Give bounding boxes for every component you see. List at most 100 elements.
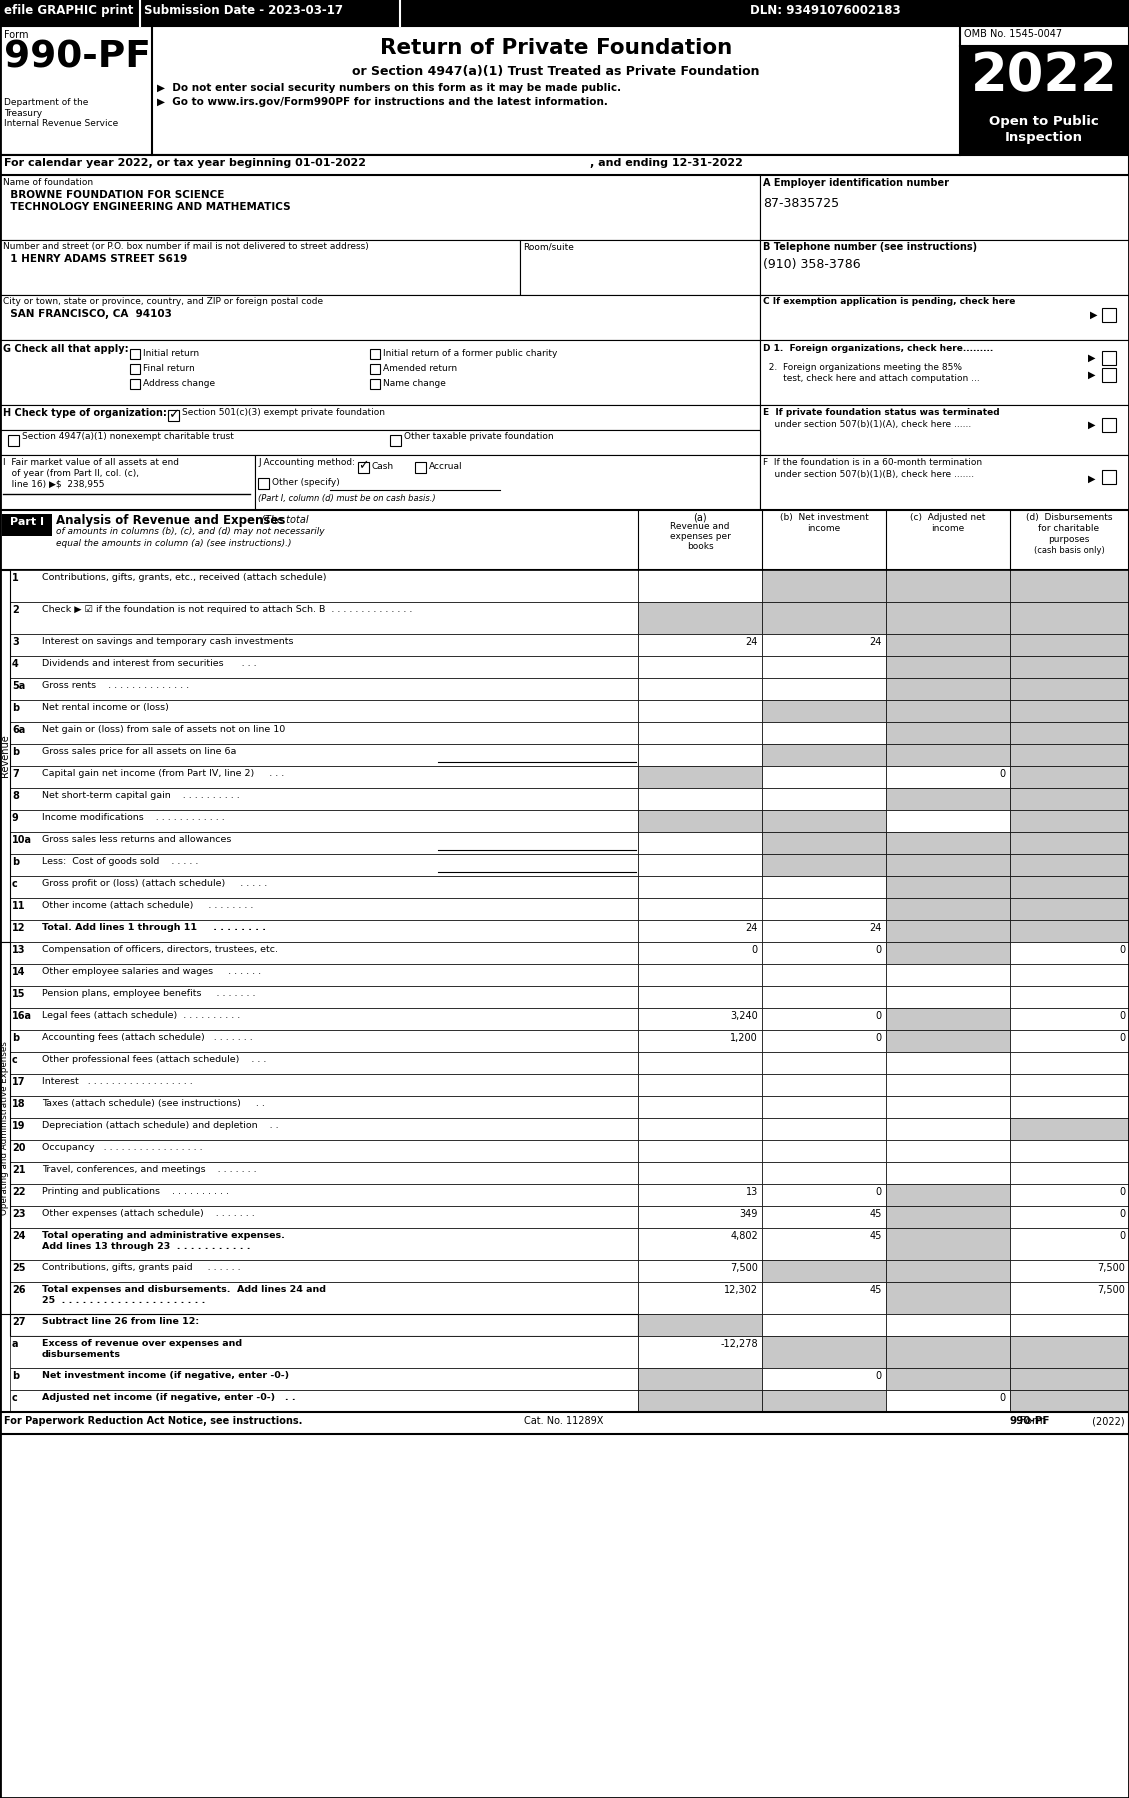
- Text: disbursements: disbursements: [42, 1350, 121, 1359]
- Text: Revenue: Revenue: [0, 735, 10, 777]
- Bar: [762, 985, 886, 1009]
- Text: 349: 349: [739, 1208, 758, 1219]
- Text: 24: 24: [869, 922, 882, 933]
- Text: under section 507(b)(1)(A), check here ......: under section 507(b)(1)(A), check here .…: [763, 421, 971, 430]
- Bar: [520, 239, 760, 295]
- Bar: [886, 1140, 1010, 1162]
- Text: For calendar year 2022, or tax year beginning 01-01-2022: For calendar year 2022, or tax year begi…: [5, 158, 366, 167]
- Bar: [886, 744, 1010, 766]
- Text: Check ▶ ☑ if the foundation is not required to attach Sch. B  . . . . . . . . . : Check ▶ ☑ if the foundation is not requi…: [42, 604, 412, 613]
- Text: 0: 0: [752, 946, 758, 955]
- Bar: [762, 656, 886, 678]
- Bar: [762, 811, 886, 832]
- Bar: [762, 854, 886, 876]
- Bar: [638, 656, 762, 678]
- Bar: [1010, 1073, 1129, 1097]
- Bar: [886, 1073, 1010, 1097]
- Bar: [638, 964, 762, 985]
- Text: Part I: Part I: [10, 518, 44, 527]
- Bar: [0, 174, 760, 239]
- Text: City or town, state or province, country, and ZIP or foreign postal code: City or town, state or province, country…: [3, 297, 323, 306]
- Bar: [10, 1030, 638, 1052]
- Text: ▶: ▶: [1088, 352, 1095, 363]
- Bar: [0, 25, 1129, 155]
- Text: for charitable: for charitable: [1039, 523, 1100, 532]
- Bar: [638, 635, 762, 656]
- Text: Inspection: Inspection: [1005, 131, 1083, 144]
- Bar: [762, 964, 886, 985]
- Text: 7,500: 7,500: [730, 1262, 758, 1273]
- Bar: [886, 942, 1010, 964]
- Bar: [762, 876, 886, 897]
- Bar: [886, 832, 1010, 854]
- Bar: [638, 1185, 762, 1206]
- Text: Section 4947(a)(1) nonexempt charitable trust: Section 4947(a)(1) nonexempt charitable …: [21, 432, 234, 441]
- Text: Other income (attach schedule)     . . . . . . . .: Other income (attach schedule) . . . . .…: [42, 901, 253, 910]
- Text: 12: 12: [12, 922, 26, 933]
- Bar: [0, 1411, 1129, 1435]
- Bar: [1010, 1162, 1129, 1185]
- Bar: [390, 435, 401, 446]
- Text: I  Fair market value of all assets at end: I Fair market value of all assets at end: [3, 458, 180, 467]
- Bar: [1010, 1206, 1129, 1228]
- Bar: [0, 455, 255, 511]
- Text: Occupancy   . . . . . . . . . . . . . . . . .: Occupancy . . . . . . . . . . . . . . . …: [42, 1144, 202, 1153]
- Text: H Check type of organization:: H Check type of organization:: [3, 408, 167, 417]
- Text: ▶: ▶: [1088, 421, 1095, 430]
- Bar: [2, 514, 52, 536]
- Text: Section 501(c)(3) exempt private foundation: Section 501(c)(3) exempt private foundat…: [182, 408, 385, 417]
- Text: 0: 0: [876, 946, 882, 955]
- Bar: [10, 811, 638, 832]
- Text: 25  . . . . . . . . . . . . . . . . . . . . .: 25 . . . . . . . . . . . . . . . . . . .…: [42, 1296, 205, 1305]
- Text: equal the amounts in column (a) (see instructions).): equal the amounts in column (a) (see ins…: [56, 539, 291, 548]
- Bar: [255, 455, 760, 511]
- Bar: [760, 295, 1129, 340]
- Bar: [886, 602, 1010, 635]
- Text: ▶: ▶: [1089, 309, 1097, 320]
- Bar: [762, 1206, 886, 1228]
- Text: test, check here and attach computation ...: test, check here and attach computation …: [763, 374, 980, 383]
- Text: ▶  Go to www.irs.gov/Form990PF for instructions and the latest information.: ▶ Go to www.irs.gov/Form990PF for instru…: [157, 97, 607, 108]
- Text: Compensation of officers, directors, trustees, etc.: Compensation of officers, directors, tru…: [42, 946, 278, 955]
- Text: 2022: 2022: [971, 50, 1118, 102]
- Bar: [10, 1140, 638, 1162]
- Bar: [638, 1336, 762, 1368]
- Bar: [762, 766, 886, 788]
- Bar: [0, 239, 520, 295]
- Text: D 1.  Foreign organizations, check here.........: D 1. Foreign organizations, check here..…: [763, 343, 994, 352]
- Text: ▶: ▶: [1088, 475, 1095, 484]
- Text: Number and street (or P.O. box number if mail is not delivered to street address: Number and street (or P.O. box number if…: [3, 243, 369, 252]
- Text: 22: 22: [12, 1187, 26, 1197]
- Text: of amounts in columns (b), (c), and (d) may not necessarily: of amounts in columns (b), (c), and (d) …: [56, 527, 325, 536]
- Bar: [886, 635, 1010, 656]
- Bar: [760, 405, 1129, 455]
- Text: (b)  Net investment: (b) Net investment: [780, 512, 868, 521]
- Text: Capital gain net income (from Part IV, line 2)     . . .: Capital gain net income (from Part IV, l…: [42, 770, 285, 779]
- Text: 23: 23: [12, 1208, 26, 1219]
- Bar: [886, 921, 1010, 942]
- Bar: [886, 1228, 1010, 1260]
- Text: 7,500: 7,500: [1097, 1286, 1124, 1295]
- Bar: [10, 699, 638, 723]
- Bar: [886, 1314, 1010, 1336]
- Text: Operating and Administrative Expenses: Operating and Administrative Expenses: [0, 1041, 9, 1215]
- Bar: [1010, 832, 1129, 854]
- Text: 0: 0: [1119, 1208, 1124, 1219]
- Text: 87-3835725: 87-3835725: [763, 198, 839, 210]
- Text: 9: 9: [12, 813, 19, 823]
- Bar: [10, 570, 638, 602]
- Bar: [886, 897, 1010, 921]
- Bar: [1010, 678, 1129, 699]
- Bar: [638, 854, 762, 876]
- Text: 13: 13: [746, 1187, 758, 1197]
- Text: Interest on savings and temporary cash investments: Interest on savings and temporary cash i…: [42, 636, 294, 645]
- Text: 0: 0: [876, 1034, 882, 1043]
- Text: Contributions, gifts, grants paid     . . . . . .: Contributions, gifts, grants paid . . . …: [42, 1262, 240, 1271]
- Bar: [886, 985, 1010, 1009]
- Text: J Accounting method:: J Accounting method:: [259, 458, 355, 467]
- Text: Other (specify): Other (specify): [272, 478, 340, 487]
- Bar: [762, 1390, 886, 1411]
- Bar: [1102, 307, 1115, 322]
- Bar: [762, 942, 886, 964]
- Text: b: b: [12, 703, 19, 714]
